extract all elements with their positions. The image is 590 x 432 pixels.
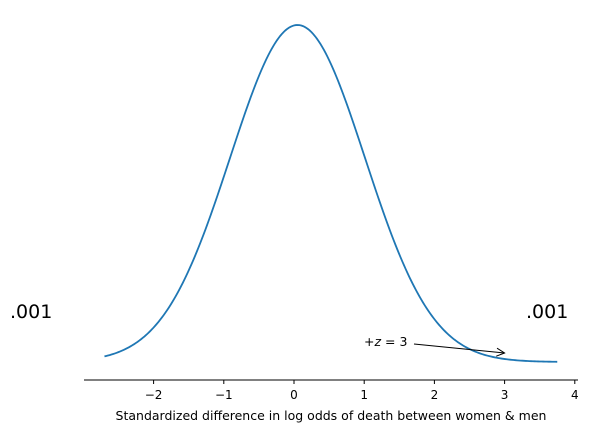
x-tick-label: −2 <box>145 388 163 402</box>
x-tick-label: 2 <box>431 388 439 402</box>
x-axis-label: Standardized difference in log odds of d… <box>116 408 547 423</box>
svg-text:+z = 3: +z = 3 <box>364 334 407 349</box>
x-tick-label: −1 <box>215 388 233 402</box>
annotation-equals: = 3 <box>381 334 407 349</box>
annotation-prefix: + <box>364 334 374 349</box>
left-side-label: .001 <box>10 301 52 323</box>
series-line-density <box>104 24 558 363</box>
annotation-variable: z <box>373 334 381 349</box>
right-side-label: .001 <box>526 301 568 323</box>
x-tick-label: 4 <box>571 388 579 402</box>
x-tick-label: 1 <box>360 388 368 402</box>
x-axis-ticks: −2 −1 0 1 2 3 4 <box>145 380 579 402</box>
x-tick-label: 3 <box>501 388 509 402</box>
annotation-arrow <box>413 343 505 353</box>
x-tick-label: 0 <box>290 388 298 402</box>
annotation: +z = 3 <box>364 334 505 353</box>
